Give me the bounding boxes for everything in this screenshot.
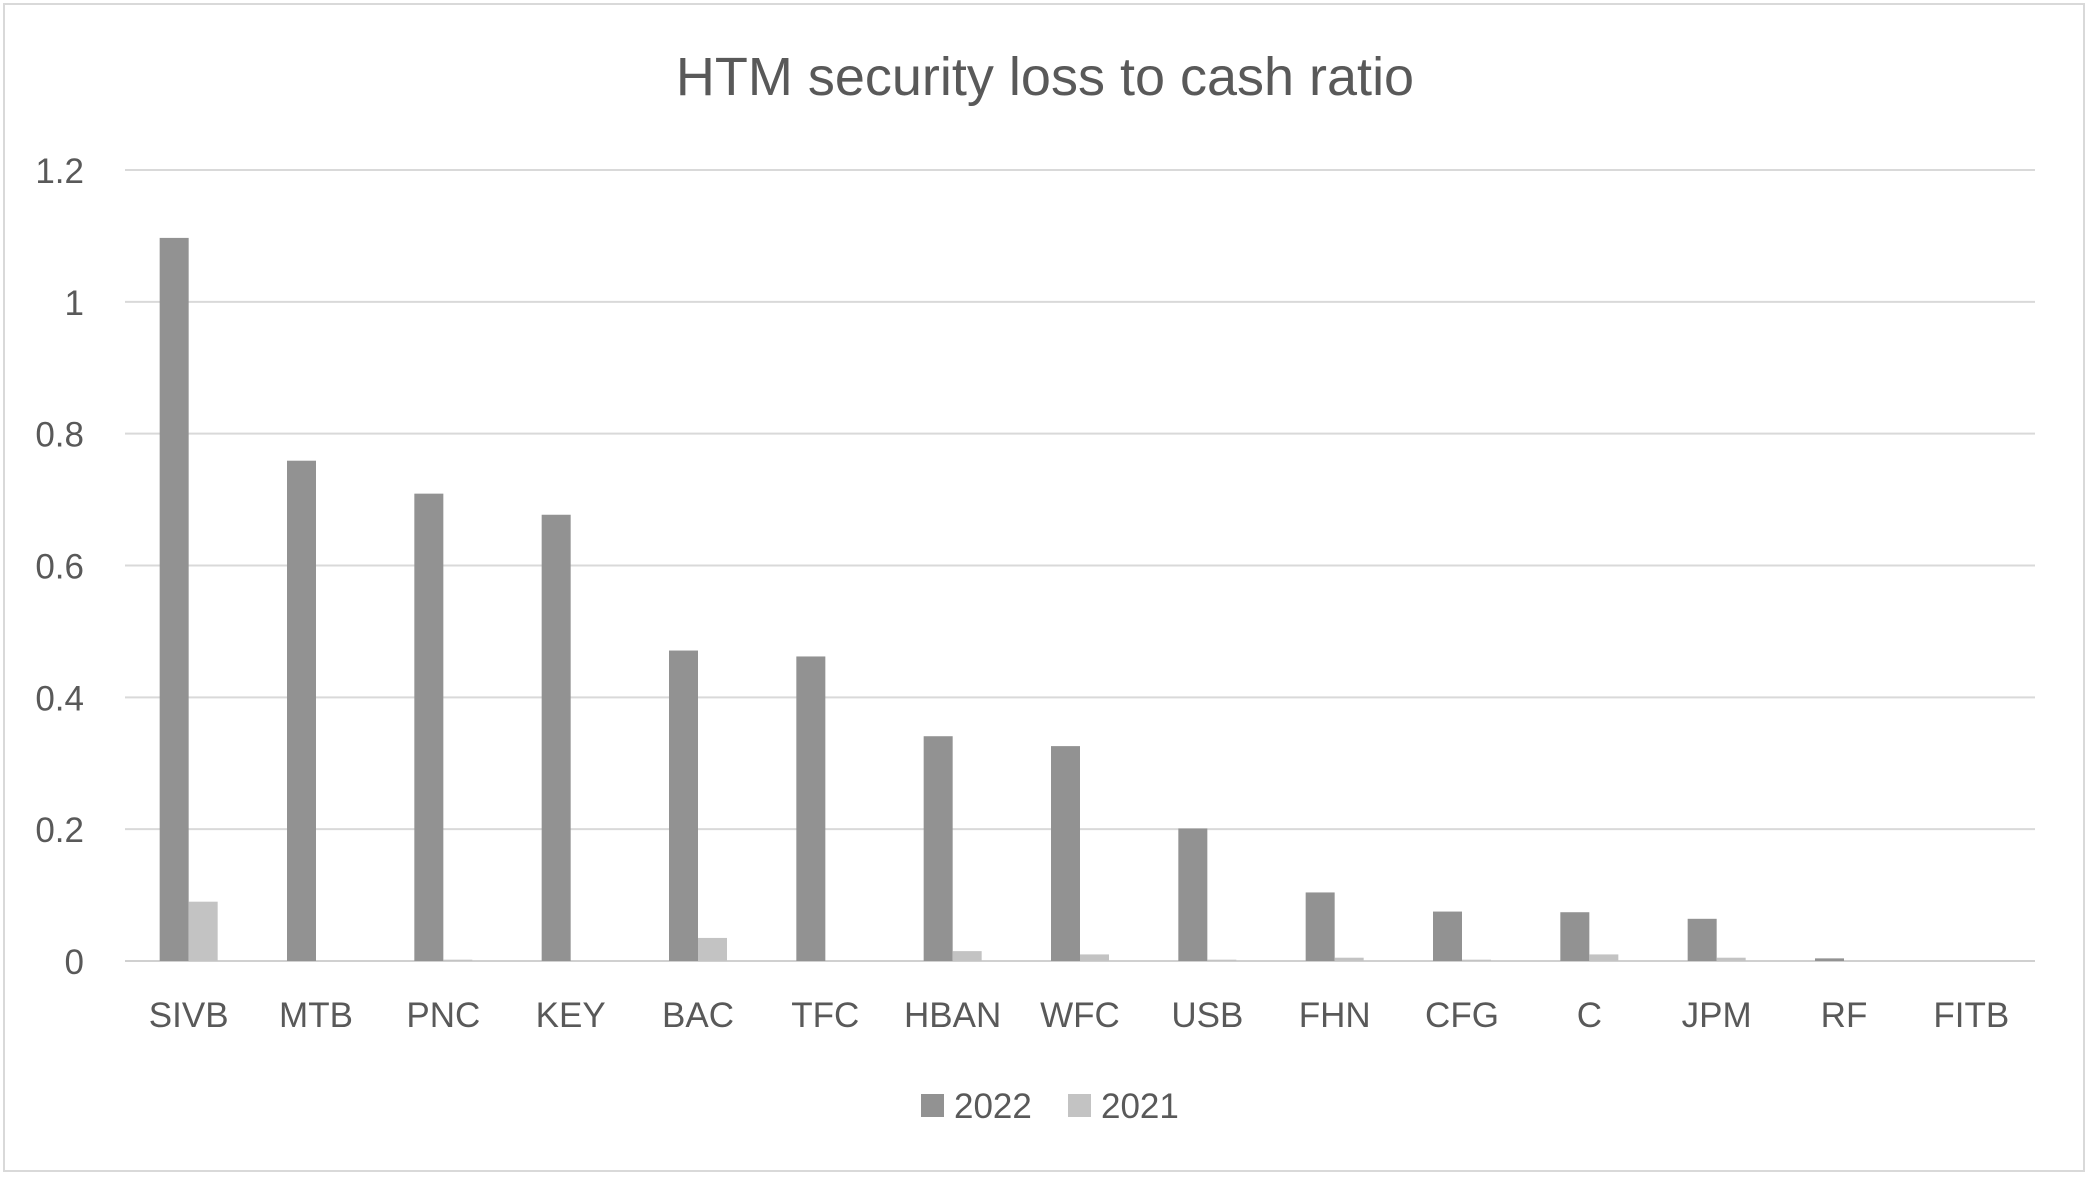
y-axis-tick-labels: 0 0.2 0.4 0.6 0.8 1 1.2: [35, 152, 84, 982]
bar-2022-fhn: [1305, 892, 1335, 961]
bar-2022-usb: [1178, 828, 1208, 961]
y-tick-label: 1.2: [35, 152, 84, 191]
bar-2021-jpm: [1716, 957, 1746, 961]
bar-2022-jpm: [1687, 918, 1717, 961]
x-tick-label: KEY: [536, 996, 606, 1035]
legend-label-2022: 2022: [954, 1087, 1032, 1126]
x-tick-label: CFG: [1425, 996, 1499, 1035]
x-tick-label: MTB: [279, 996, 353, 1035]
x-tick-label: SIVB: [149, 996, 229, 1035]
y-tick-label: 0.2: [35, 811, 84, 850]
bar-2022-key: [541, 514, 571, 961]
bar-2022-wfc: [1051, 746, 1080, 961]
x-tick-label: HBAN: [904, 996, 1001, 1035]
y-tick-label: 0.8: [35, 416, 84, 455]
bars: [159, 237, 1844, 961]
bar-2022-cfg: [1433, 911, 1462, 961]
legend-swatch-2022: [921, 1094, 944, 1117]
bar-2022-rf: [1815, 958, 1844, 961]
bar-2022-mtb: [287, 460, 316, 961]
y-tick-label: 0.4: [35, 679, 84, 718]
bar-2021-pnc: [443, 959, 473, 961]
x-tick-label: WFC: [1040, 996, 1120, 1035]
x-tick-label: TFC: [791, 996, 859, 1035]
bar-2021-usb: [1207, 959, 1237, 961]
bar-2021-bac: [698, 937, 727, 961]
y-tick-label: 0.6: [35, 548, 84, 587]
bar-2021-fhn: [1334, 957, 1364, 961]
x-axis-tick-labels: SIVB MTB PNC KEY BAC TFC HBAN WFC USB FHN CFG C JPM R…: [149, 996, 2009, 1035]
bar-2021-sivb: [188, 901, 218, 961]
bar-2022-sivb: [159, 237, 189, 961]
x-tick-label: FHN: [1299, 996, 1371, 1035]
legend: 2022 2021: [921, 1087, 1179, 1126]
y-tick-label: 1: [65, 284, 84, 323]
x-tick-label: JPM: [1682, 996, 1752, 1035]
bar-2021-hban: [952, 951, 982, 961]
bar-2021-wfc: [1080, 954, 1109, 961]
x-tick-label: PNC: [406, 996, 480, 1035]
bar-2022-tfc: [796, 656, 826, 961]
bar-2022-pnc: [414, 493, 444, 961]
legend-swatch-2021: [1068, 1094, 1091, 1117]
x-tick-label: USB: [1171, 996, 1243, 1035]
x-tick-label: BAC: [662, 996, 734, 1035]
x-tick-label: C: [1577, 996, 1602, 1035]
chart-frame: [3, 3, 2085, 1172]
chart-title: HTM security loss to cash ratio: [676, 47, 1414, 107]
bar-2021-cfg: [1462, 959, 1491, 961]
bar-2021-c: [1589, 954, 1619, 961]
y-tick-label: 0: [65, 943, 84, 982]
bar-2022-hban: [923, 736, 953, 961]
bar-2022-c: [1560, 912, 1590, 961]
bar-2022-bac: [669, 650, 698, 961]
x-tick-label: RF: [1821, 996, 1868, 1035]
x-tick-label: FITB: [1933, 996, 2009, 1035]
legend-label-2021: 2021: [1101, 1087, 1179, 1126]
